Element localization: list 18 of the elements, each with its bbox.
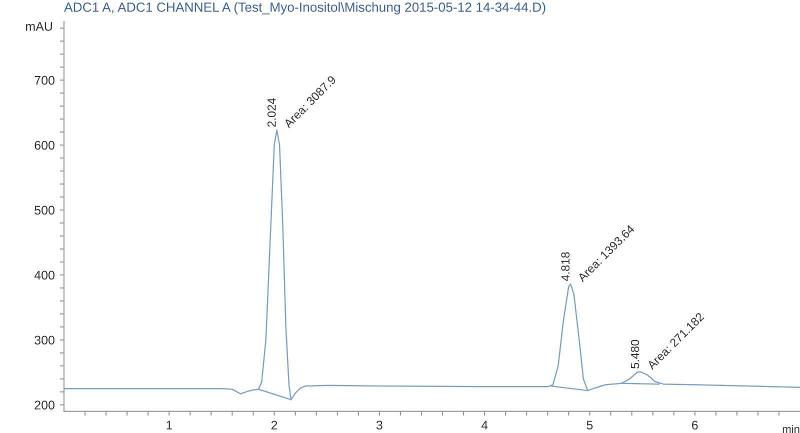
x-tick-label: 2	[271, 420, 278, 430]
x-axis-title: min	[782, 424, 800, 433]
y-tick-label: 400	[34, 270, 54, 280]
x-tick-label: 1	[166, 420, 172, 430]
x-tick-label: 3	[376, 420, 382, 430]
annotation: 4.818	[561, 252, 570, 281]
y-axis-title: mAU	[26, 22, 52, 31]
x-tick-label: 4	[481, 420, 488, 430]
y-tick-label: 700	[34, 76, 54, 85]
y-tick-label: 500	[34, 206, 54, 215]
x-tick-label: 6	[692, 420, 698, 430]
chart-title: ADC1 A, ADC1 CHANNEL A (Test_Myo-Inositol\Mischung 2015-05-12 14-34-44.D)	[64, 2, 546, 14]
y-tick-label: 200	[34, 400, 54, 410]
x-tick-label: 5	[586, 420, 593, 430]
annotation: 5.480	[630, 340, 640, 368]
y-tick-label: 600	[34, 140, 54, 150]
annotation: 2.024	[267, 98, 276, 127]
y-tick-label: 300	[34, 336, 54, 345]
